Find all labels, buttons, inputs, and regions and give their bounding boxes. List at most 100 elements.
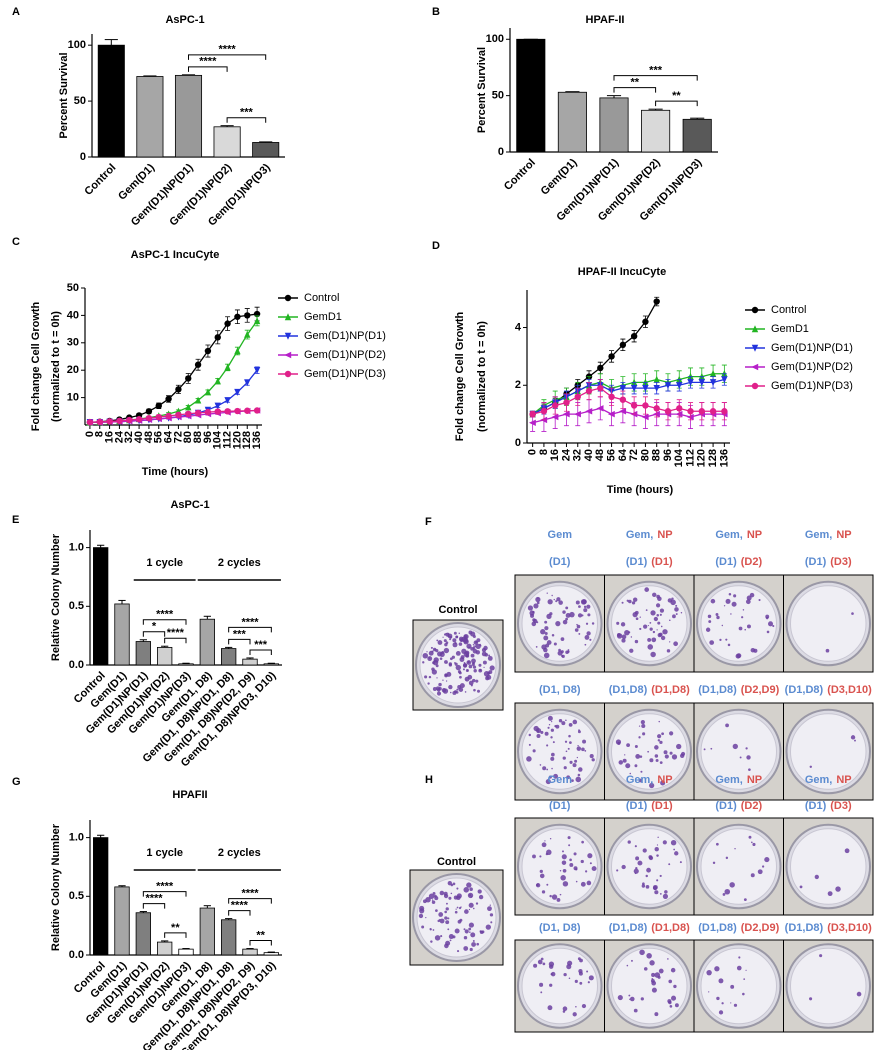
colony — [568, 723, 573, 727]
colony — [579, 981, 583, 985]
plate-caption: Gem, NP — [805, 529, 852, 541]
colony — [419, 908, 425, 914]
colony — [730, 613, 732, 615]
error-bar — [267, 662, 275, 664]
colony — [462, 668, 465, 671]
series-line — [89, 369, 258, 423]
colony — [587, 981, 590, 984]
colony — [733, 1003, 738, 1007]
colony — [526, 756, 532, 762]
plate — [611, 585, 688, 662]
bar — [221, 919, 237, 956]
caption-gem: Gem, — [805, 529, 833, 541]
colony — [654, 745, 659, 750]
marker — [165, 395, 172, 403]
colony — [622, 758, 627, 763]
colony — [654, 1012, 659, 1017]
caption-gem: (D1) — [715, 800, 737, 812]
colony — [445, 907, 449, 911]
plate-caption: Gem, NP — [715, 529, 762, 541]
colony — [438, 682, 442, 687]
colony — [640, 770, 643, 773]
colony — [528, 743, 531, 746]
colony — [458, 687, 464, 692]
colony — [562, 756, 566, 760]
colony — [642, 732, 646, 736]
marker — [284, 313, 292, 321]
colony — [739, 756, 742, 759]
colony — [445, 680, 448, 682]
colony — [452, 638, 457, 643]
colony — [422, 661, 425, 664]
colony — [475, 640, 478, 644]
colony — [668, 863, 671, 866]
colony — [670, 967, 676, 973]
caption-gem: (D1,D8) — [698, 922, 737, 934]
colony — [444, 916, 448, 920]
colony — [455, 650, 461, 656]
colony — [646, 953, 652, 959]
colony — [558, 719, 563, 723]
error-bar — [181, 74, 196, 76]
bar — [135, 641, 151, 666]
colony — [578, 632, 581, 635]
caption-gem: Gem, — [715, 774, 743, 786]
marker — [253, 407, 261, 414]
plate-caption: (D1) — [549, 800, 571, 812]
colony — [627, 840, 631, 844]
colony — [671, 597, 674, 600]
legend-label: Gem(D1)NP(D1) — [304, 330, 386, 342]
colony — [562, 881, 569, 887]
marker — [175, 411, 182, 419]
colony — [431, 669, 437, 675]
colony — [532, 749, 536, 753]
colony — [572, 719, 578, 725]
x-tick-label: 24 — [560, 448, 572, 461]
plate — [416, 877, 497, 958]
colony — [449, 638, 452, 641]
colony — [819, 954, 823, 958]
marker — [244, 407, 251, 414]
plate — [611, 713, 688, 790]
colony — [548, 723, 551, 726]
caption-gem: (D1,D8) — [698, 684, 737, 696]
colony — [656, 879, 659, 882]
colony — [444, 910, 447, 914]
x-tick-label: 64 — [617, 448, 629, 461]
colony — [567, 836, 571, 840]
colony — [552, 741, 555, 744]
y-tick-label: 40 — [67, 309, 79, 321]
colony — [585, 870, 588, 873]
caption-np: NP — [747, 529, 762, 541]
marker — [96, 418, 103, 426]
x-tick-label: 128 — [241, 431, 253, 449]
colony — [442, 679, 444, 681]
caption-np: (D3) — [830, 800, 852, 812]
colony — [716, 615, 720, 620]
marker — [751, 306, 759, 314]
colony — [447, 928, 450, 931]
colony — [571, 779, 574, 782]
colony — [707, 614, 712, 619]
caption-np: NP — [836, 774, 851, 786]
colony — [663, 750, 668, 755]
colony — [656, 854, 659, 857]
colony — [580, 881, 586, 887]
x-axis-label: Time (hours) — [142, 466, 209, 478]
colony — [574, 628, 579, 632]
marker — [234, 313, 241, 320]
colony — [527, 605, 534, 611]
caption-gem: (D1,D8) — [785, 922, 824, 934]
significance-bracket — [226, 117, 267, 123]
caption-np: NP — [657, 529, 672, 541]
colony — [582, 739, 587, 744]
marker — [185, 375, 192, 382]
colony — [437, 919, 441, 923]
marker — [597, 384, 604, 392]
colony — [586, 970, 589, 973]
colony — [758, 598, 761, 602]
colony — [429, 928, 432, 931]
colony — [448, 934, 454, 940]
colony — [551, 767, 553, 770]
caption-np: (D3,D10) — [827, 684, 872, 696]
